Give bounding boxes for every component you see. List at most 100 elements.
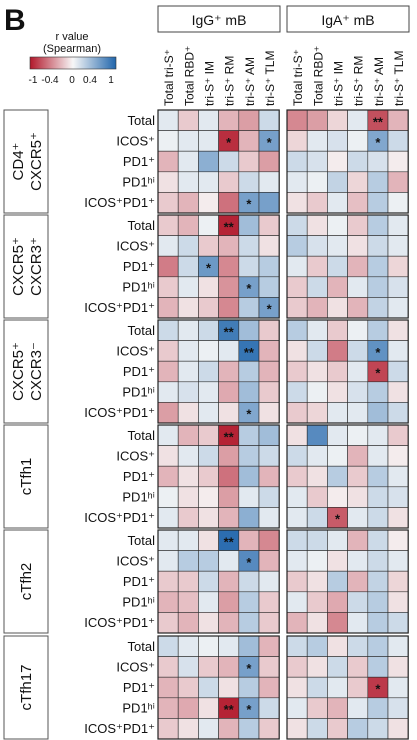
grid-outline <box>286 109 409 214</box>
row-label: ICOS⁺ <box>116 238 155 253</box>
heatmap-cell <box>327 235 348 257</box>
heatmap-cell <box>157 150 179 173</box>
heatmap-cell <box>387 297 409 319</box>
heatmap-cell <box>258 150 280 173</box>
legend-tick-label: 0 <box>69 75 75 86</box>
group-header-iga: IgA⁺ mB <box>321 12 374 28</box>
heatmap-cell <box>198 109 219 131</box>
heatmap-cell <box>258 486 280 508</box>
legend-color-bar <box>29 56 117 70</box>
heatmap-cell <box>347 130 369 152</box>
heatmap-cell <box>347 550 369 572</box>
row-label: ICOS⁺ <box>116 553 155 568</box>
heatmap-cell <box>286 656 308 678</box>
row-label: Total <box>128 113 156 128</box>
heatmap-cell <box>306 591 328 613</box>
heatmap-cell <box>306 718 328 740</box>
significance-marker: ** <box>224 702 235 717</box>
grid-outline <box>286 529 409 634</box>
heatmap-cell <box>177 550 199 572</box>
heatmap-cell <box>218 507 240 529</box>
heatmap-cell <box>238 424 260 446</box>
heatmap-cell <box>177 150 199 173</box>
heatmap-cell <box>306 171 328 193</box>
heatmap-cell <box>258 445 280 467</box>
heatmap-cell <box>387 340 409 362</box>
column-label: tri-S⁺ AM <box>243 57 257 106</box>
row-label: Total <box>128 323 156 338</box>
heatmap-cell <box>198 424 219 446</box>
heatmap-cell <box>387 109 409 131</box>
heatmap-cell <box>306 424 328 446</box>
heatmap-cell <box>367 319 389 341</box>
heatmap-cell <box>177 445 199 467</box>
heatmap-cell <box>347 360 369 383</box>
heatmap-cell <box>286 130 308 152</box>
heatmap-cell <box>367 570 389 593</box>
heatmap-cell <box>327 465 348 488</box>
grid-outline <box>157 214 280 319</box>
heatmap-cell <box>177 130 199 152</box>
heatmap-cell <box>306 276 328 298</box>
column-label: Total tri-S⁺ <box>291 49 305 106</box>
heatmap-cell <box>258 635 280 657</box>
heatmap-cell <box>218 718 240 740</box>
heatmap-cell <box>367 192 389 214</box>
heatmap-cell <box>387 591 409 613</box>
legend-tick-label: -0.4 <box>41 75 59 86</box>
heatmap-cell <box>198 150 219 173</box>
heatmap-cell <box>306 570 328 593</box>
heatmap-cell <box>198 276 219 298</box>
heatmap-cell <box>367 612 389 634</box>
heatmap-cell <box>347 150 369 173</box>
heatmap-cell <box>327 171 348 193</box>
heatmap-cell <box>218 402 240 424</box>
heatmap-cell <box>367 297 389 319</box>
heatmap-cell <box>157 255 179 278</box>
heatmap-cell <box>198 381 219 403</box>
heatmap-cell <box>367 150 389 173</box>
significance-marker: * <box>267 135 273 150</box>
block-label-box <box>3 319 49 424</box>
panel-letter: B <box>4 4 26 37</box>
heatmap-cell <box>306 656 328 678</box>
heatmap-cell <box>286 340 308 362</box>
heatmap-cell <box>177 297 199 319</box>
heatmap-cell <box>367 656 389 678</box>
heatmap-cell <box>387 656 409 678</box>
heatmap-cell <box>367 235 389 257</box>
block-label: CXCR3⁻ <box>28 342 45 401</box>
heatmap-cell <box>157 656 179 678</box>
heatmap-cell <box>327 276 348 298</box>
significance-marker: * <box>335 512 341 527</box>
heatmap-cell <box>177 235 199 257</box>
heatmap-cell <box>306 465 328 488</box>
heatmap-cell <box>286 676 308 699</box>
heatmap-cell <box>367 718 389 740</box>
column-label: Total RBD⁺ <box>311 46 325 106</box>
row-label: PD1ʰⁱ <box>122 280 155 295</box>
row-label: PD1ʰⁱ <box>122 595 155 610</box>
heatmap-cell <box>286 297 308 319</box>
significance-marker: * <box>226 135 232 150</box>
heatmap-cell <box>286 424 308 446</box>
block-label: cTfh2 <box>18 563 35 601</box>
heatmap-cell <box>286 507 308 529</box>
heatmap-cell <box>177 529 199 551</box>
heatmap-cell <box>286 591 308 613</box>
heatmap-cell <box>258 360 280 383</box>
heatmap-cell <box>198 635 219 657</box>
heatmap-cell <box>258 235 280 257</box>
heatmap-block: CXCR5⁺ CXCR3⁻TotalICOS⁺PD1⁺PD1ʰⁱICOS⁺PD1⁺… <box>3 319 409 424</box>
heatmap-cell <box>347 402 369 424</box>
heatmap-cell <box>177 635 199 657</box>
grid-outline <box>157 109 280 214</box>
heatmap-cell <box>387 150 409 173</box>
heatmap-cell <box>387 635 409 657</box>
heatmap-cell <box>286 109 308 131</box>
heatmap-cell <box>177 192 199 214</box>
heatmap-cell <box>367 507 389 529</box>
